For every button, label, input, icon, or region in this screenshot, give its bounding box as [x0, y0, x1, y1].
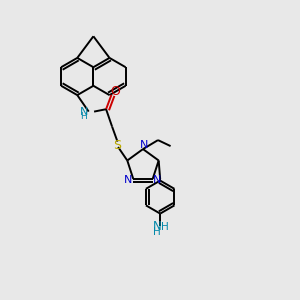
- Text: H: H: [153, 226, 161, 237]
- Text: H: H: [80, 112, 87, 121]
- Text: N: N: [80, 107, 88, 117]
- Text: S: S: [113, 139, 122, 152]
- Text: N: N: [153, 175, 162, 185]
- Text: H: H: [161, 222, 169, 232]
- Text: N: N: [140, 140, 148, 150]
- Text: N: N: [124, 175, 132, 185]
- Text: O: O: [110, 85, 120, 98]
- Text: N: N: [153, 220, 162, 233]
